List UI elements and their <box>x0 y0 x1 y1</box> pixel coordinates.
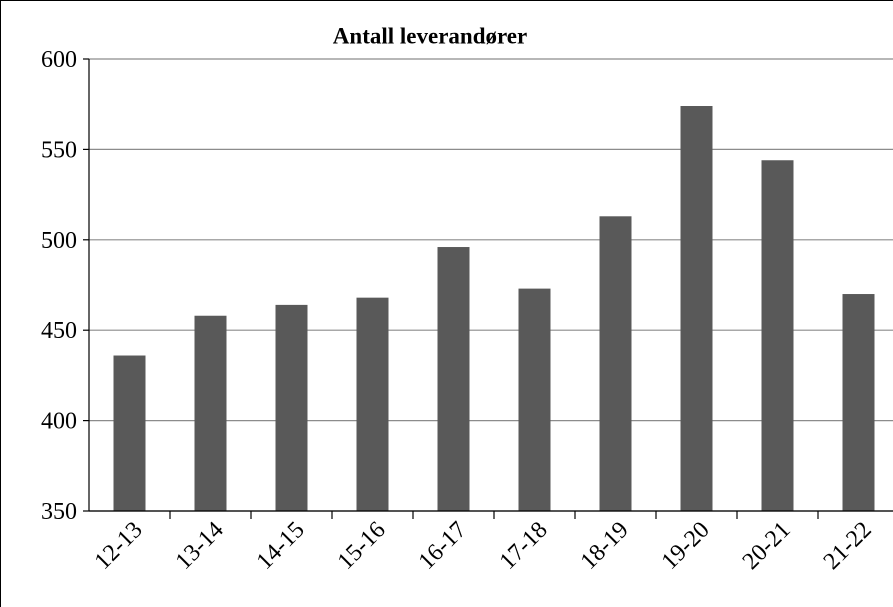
bar <box>761 160 794 512</box>
y-tick-label: 500 <box>41 228 77 254</box>
bar <box>275 304 308 511</box>
x-tick-label: 14-15 <box>252 517 310 575</box>
bar <box>437 247 470 512</box>
x-tick-label: 17-18 <box>495 517 553 575</box>
x-tick-label: 12-13 <box>90 517 148 575</box>
y-tick-label: 350 <box>41 499 77 525</box>
bar <box>599 216 632 511</box>
x-tick-label: 21-22 <box>819 517 877 575</box>
y-tick-label: 400 <box>41 409 77 435</box>
bar <box>356 297 389 511</box>
x-tick-label: 15-16 <box>333 517 391 575</box>
y-tick-label: 450 <box>41 318 77 344</box>
x-tick-label: 19-20 <box>657 517 715 575</box>
y-tick-label: 600 <box>41 47 77 73</box>
x-tick-label: 18-19 <box>576 517 634 575</box>
bar <box>680 106 713 512</box>
chart-title: Antall leverandører <box>333 23 527 48</box>
y-tick-label: 550 <box>41 137 77 163</box>
bar <box>194 315 227 511</box>
bar <box>113 355 146 511</box>
x-tick-label: 16-17 <box>414 517 472 575</box>
x-tick-label: 20-21 <box>738 517 796 575</box>
bar <box>518 288 551 511</box>
x-tick-label: 13-14 <box>171 517 229 575</box>
bar <box>842 294 875 511</box>
